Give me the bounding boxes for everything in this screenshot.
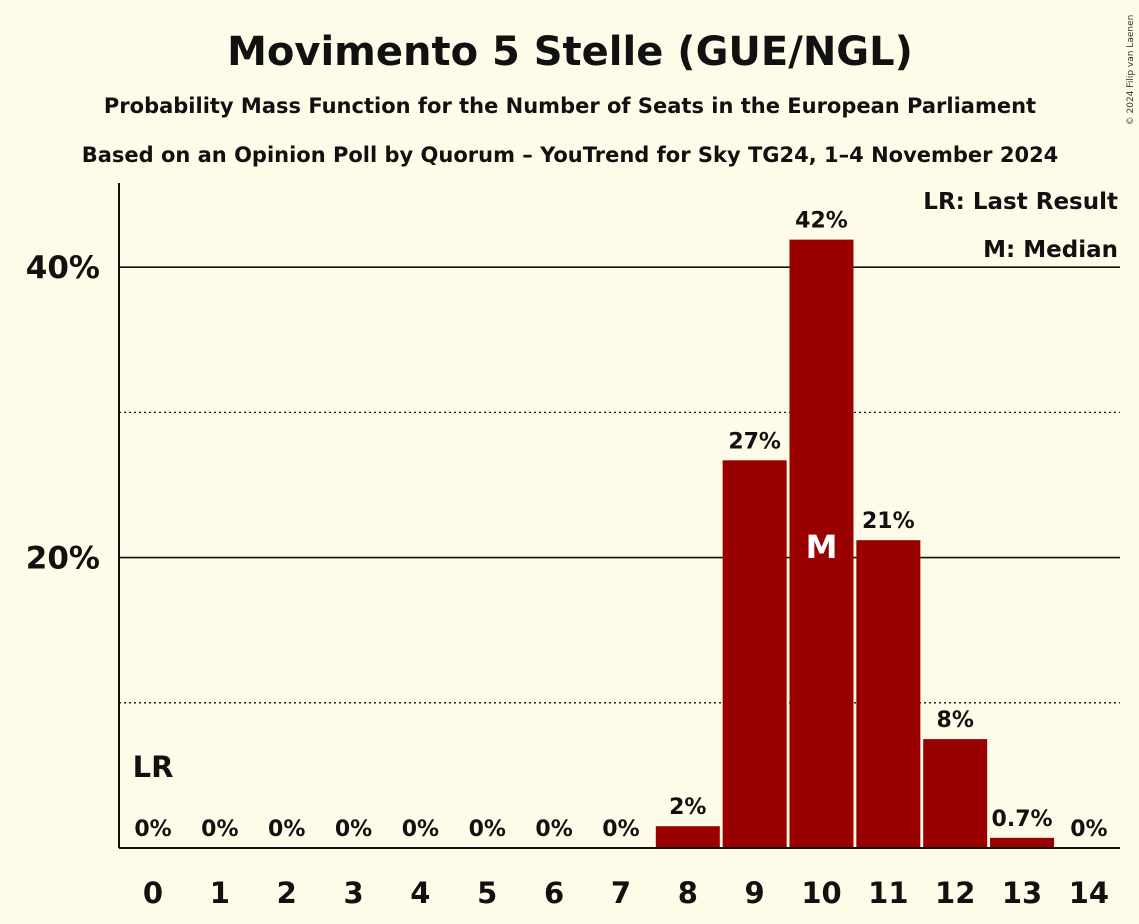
last-result-marker: LR bbox=[133, 750, 174, 784]
gridlines bbox=[119, 266, 1120, 704]
x-tick-label-7: 7 bbox=[611, 876, 631, 910]
data-label-3: 0% bbox=[335, 817, 372, 842]
data-label-5: 0% bbox=[469, 817, 506, 842]
data-label-1: 0% bbox=[201, 817, 238, 842]
x-tick-label-9: 9 bbox=[745, 876, 765, 910]
data-label-6: 0% bbox=[535, 817, 572, 842]
median-marker: M bbox=[806, 528, 838, 566]
data-label-13: 0.7% bbox=[992, 807, 1053, 832]
bars-group bbox=[655, 239, 1055, 848]
x-tick-label-3: 3 bbox=[343, 876, 363, 910]
x-tick-label-13: 13 bbox=[1002, 876, 1042, 910]
y-tick-label: 40% bbox=[26, 250, 100, 286]
bar-8 bbox=[655, 826, 720, 848]
x-tick-label-14: 14 bbox=[1069, 876, 1109, 910]
data-labels-group: 0% 0% 0% 0% 0% 0% 0% 0% 2% 27% 42% 21% 8% 0.7% 0% bbox=[134, 209, 1107, 842]
data-label-10: 42% bbox=[795, 209, 848, 234]
x-tick-label-12: 12 bbox=[935, 876, 975, 910]
x-tick-label-10: 10 bbox=[801, 876, 841, 910]
legend-last-result: LR: Last Result bbox=[923, 189, 1118, 215]
x-axis-ticks: 0 1 2 3 4 5 6 7 8 9 10 11 12 13 14 bbox=[143, 876, 1109, 910]
data-label-0: 0% bbox=[134, 817, 171, 842]
chart-title: Movimento 5 Stelle (GUE/NGL) bbox=[227, 29, 913, 75]
chart-subtitle: Probability Mass Function for the Number… bbox=[104, 94, 1036, 118]
y-axis-ticks: 20% 40% bbox=[26, 250, 100, 576]
x-tick-label-8: 8 bbox=[678, 876, 698, 910]
x-tick-label-6: 6 bbox=[544, 876, 564, 910]
data-label-14: 0% bbox=[1070, 817, 1107, 842]
x-tick-label-0: 0 bbox=[143, 876, 163, 910]
x-tick-label-5: 5 bbox=[477, 876, 497, 910]
bar-10 bbox=[789, 239, 854, 848]
x-tick-label-4: 4 bbox=[410, 876, 430, 910]
chart-subtitle-poll: Based on an Opinion Poll by Quorum – You… bbox=[82, 143, 1059, 167]
data-label-12: 8% bbox=[937, 708, 974, 733]
data-label-9: 27% bbox=[728, 429, 781, 454]
data-label-2: 0% bbox=[268, 817, 305, 842]
legend-median: M: Median bbox=[983, 237, 1118, 263]
data-label-7: 0% bbox=[602, 817, 639, 842]
x-tick-label-11: 11 bbox=[868, 876, 908, 910]
bar-11 bbox=[856, 540, 921, 848]
data-label-8: 2% bbox=[669, 795, 706, 820]
copyright-note: © 2024 Filip van Laenen bbox=[1126, 15, 1136, 126]
data-label-11: 21% bbox=[862, 509, 915, 534]
x-tick-label-2: 2 bbox=[277, 876, 297, 910]
x-tick-label-1: 1 bbox=[210, 876, 230, 910]
y-tick-label: 20% bbox=[26, 541, 100, 577]
bar-13 bbox=[990, 837, 1055, 848]
bar-9 bbox=[722, 460, 787, 848]
bar-12 bbox=[923, 739, 988, 848]
data-label-4: 0% bbox=[402, 817, 439, 842]
